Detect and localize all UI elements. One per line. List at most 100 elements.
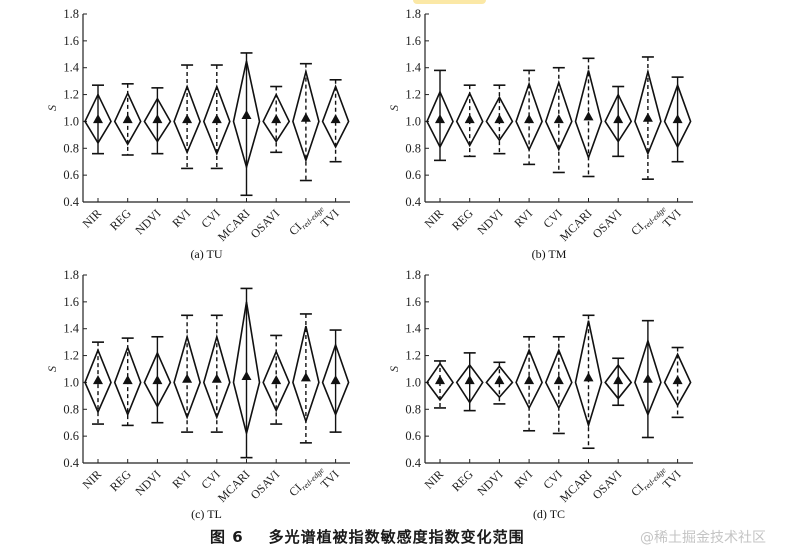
y-tick-label: 0.6 (405, 429, 421, 443)
y-tick-label: 0.4 (63, 195, 79, 209)
y-tick-label: 1.0 (405, 375, 421, 389)
diamond-item-cvi: CVI (198, 314, 231, 492)
y-tick-label: 0.8 (405, 402, 421, 416)
caption-text: 多光谱植被指数敏感度指数变化范围 (268, 528, 525, 546)
y-tick-label: 0.6 (63, 429, 79, 443)
mean-marker (583, 111, 594, 121)
diamond-shape (515, 348, 543, 410)
category-name: RVI (169, 206, 193, 230)
diamond-item-cvi: CVI (198, 64, 231, 231)
mean-marker (435, 114, 445, 124)
category-name: REG (449, 206, 476, 233)
x-tick-label: OSAVI (590, 206, 625, 241)
diamond-shape (604, 363, 633, 400)
x-tick-label: RVI (511, 206, 535, 230)
y-axis-label: S (45, 366, 59, 372)
mean-marker (300, 372, 311, 382)
y-tick-label: 1.4 (405, 61, 421, 75)
mean-marker (553, 114, 564, 124)
watermark: @稀土掘金技术社区 (640, 530, 766, 546)
diamond-shape (173, 333, 201, 420)
diamond-shape (321, 342, 350, 417)
category-name: RVI (511, 467, 535, 491)
diamond-shape (663, 82, 692, 149)
x-tick-label: NIR (422, 467, 447, 492)
mean-marker (182, 114, 193, 124)
y-tick-label: 1.8 (63, 7, 79, 21)
category-name: NDVI (132, 206, 163, 237)
x-tick-label: NDVI (474, 206, 505, 237)
x-tick-label: RVI (511, 467, 535, 491)
mean-marker (271, 375, 282, 385)
y-tick-label: 1.0 (63, 375, 79, 389)
diamond-item-nir: NIR (80, 84, 112, 231)
y-tick-label: 0.8 (63, 141, 79, 155)
x-tick-label: RVI (169, 206, 193, 230)
x-tick-label: NDVI (474, 467, 505, 498)
y-tick-label: 1.2 (405, 88, 421, 102)
category-name: REG (449, 467, 476, 494)
diamond-item-osavi: OSAVI (248, 85, 291, 241)
category-name: CVI (198, 206, 223, 231)
mean-marker (494, 114, 505, 124)
x-tick-label: NIR (422, 206, 447, 231)
mean-marker (93, 375, 103, 385)
diamond-shape (84, 348, 112, 414)
diamond-shape (426, 362, 454, 402)
mean-marker (152, 375, 163, 385)
diamond-shape (544, 79, 573, 152)
diamond-shape (574, 70, 603, 161)
mean-marker (300, 112, 311, 122)
y-axis-label: S (45, 105, 59, 111)
mean-marker (494, 375, 505, 385)
diamond-item-tvi: TVI (660, 76, 692, 230)
x-tick-label: CVI (198, 206, 223, 231)
mean-marker (330, 375, 341, 385)
x-tick-label: NIR (80, 206, 105, 231)
diamond-item-rvi: RVI (511, 335, 543, 491)
diamond-item-reg: REG (449, 352, 484, 494)
y-tick-label: 1.6 (405, 295, 421, 309)
mean-marker (553, 375, 564, 385)
diamond-shape (634, 68, 662, 156)
y-tick-label: 1.2 (405, 349, 421, 363)
diamond-item-cvi: CVI (540, 335, 573, 492)
category-name: CVI (540, 206, 565, 231)
diamond-shape (426, 89, 454, 149)
diamond-item-reg: REG (449, 84, 484, 233)
x-tick-label: REG (449, 206, 476, 233)
y-tick-label: 0.4 (63, 456, 79, 470)
x-tick-label: NDVI (132, 467, 163, 498)
mean-marker (464, 114, 475, 124)
mean-marker (211, 114, 222, 124)
panel-title: (b) TM (532, 247, 567, 261)
diamond-shape (485, 365, 514, 399)
diamond-shape (202, 84, 231, 156)
mean-marker (211, 373, 222, 383)
mean-marker (613, 375, 624, 385)
mean-marker (271, 114, 282, 124)
mean-marker (524, 375, 535, 385)
y-tick-label: 0.6 (63, 168, 79, 182)
diamond-item-ndvi: NDVI (132, 335, 172, 498)
category-name: RVI (169, 467, 193, 491)
x-tick-label: MCARI (557, 467, 595, 505)
diamond-item-cvi: CVI (540, 66, 573, 231)
diamond-item-ci: CIred-edge (628, 56, 668, 238)
mean-marker (642, 373, 653, 383)
diamond-shape (455, 91, 484, 148)
mean-marker (330, 114, 341, 124)
diamond-item-rvi: RVI (169, 64, 201, 230)
category-name: NIR (422, 467, 447, 492)
y-tick-label: 1.6 (405, 34, 421, 48)
category-name: MCARI (215, 467, 253, 505)
x-tick-label: OSAVI (248, 206, 283, 241)
y-tick-label: 0.6 (405, 168, 421, 182)
diamond-shape (292, 325, 320, 424)
diamond-item-ndvi: NDVI (474, 361, 514, 498)
x-tick-label: OSAVI (590, 467, 625, 502)
x-tick-label: NIR (80, 467, 105, 492)
category-name: NIR (422, 206, 447, 231)
